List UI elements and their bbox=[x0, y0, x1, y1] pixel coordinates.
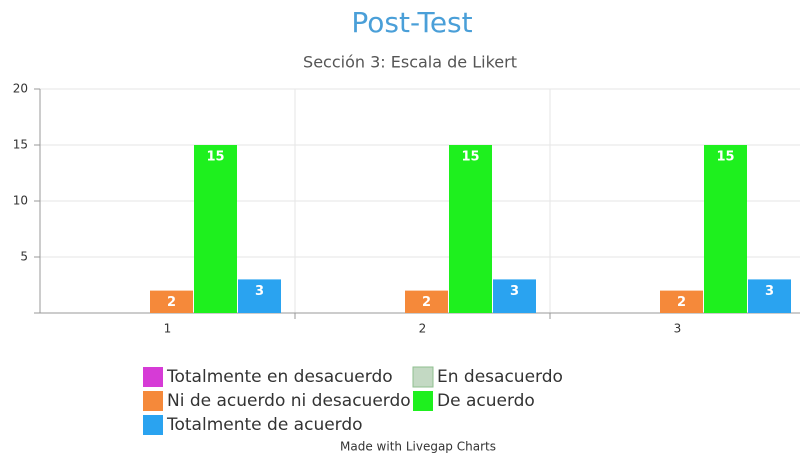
bar bbox=[449, 145, 492, 313]
data-label: 2 bbox=[167, 295, 176, 310]
legend-label: Ni de acuerdo ni desacuerdo bbox=[167, 391, 411, 411]
data-label: 2 bbox=[422, 295, 431, 310]
bar bbox=[660, 290, 703, 313]
data-label: 3 bbox=[765, 284, 774, 299]
data-label: 3 bbox=[510, 284, 519, 299]
y-tick-label: 5 bbox=[20, 250, 28, 264]
bar bbox=[704, 145, 747, 313]
y-tick-label: 15 bbox=[13, 138, 28, 152]
data-label: 15 bbox=[206, 150, 224, 165]
legend-swatch bbox=[412, 366, 434, 388]
chart-subtitle: Sección 3: Escala de Likert bbox=[303, 53, 517, 72]
bar bbox=[405, 290, 448, 313]
legend-swatch bbox=[143, 367, 163, 387]
y-tick-label: 20 bbox=[13, 82, 28, 96]
bar bbox=[194, 145, 237, 313]
x-tick-label: 2 bbox=[419, 322, 427, 336]
legend-label: De acuerdo bbox=[437, 391, 535, 411]
y-tick-label: 10 bbox=[13, 194, 28, 208]
data-label: 15 bbox=[461, 150, 479, 165]
legend-label: Totalmente de acuerdo bbox=[166, 415, 363, 435]
x-tick-label: 1 bbox=[164, 322, 172, 336]
legend-swatch bbox=[143, 415, 163, 435]
bar bbox=[238, 279, 281, 313]
bar bbox=[150, 290, 193, 313]
chart-title: Post-Test bbox=[351, 6, 472, 39]
x-tick-label: 3 bbox=[674, 322, 682, 336]
legend-swatch bbox=[143, 391, 163, 411]
bar bbox=[748, 279, 791, 313]
legend-label: Totalmente en desacuerdo bbox=[166, 367, 393, 387]
bar bbox=[493, 279, 536, 313]
footer: Made with Livegap Charts bbox=[340, 440, 496, 454]
data-label: 3 bbox=[255, 284, 264, 299]
legend-label: En desacuerdo bbox=[437, 367, 563, 387]
data-label: 15 bbox=[716, 150, 734, 165]
data-label: 2 bbox=[677, 295, 686, 310]
legend-swatch bbox=[413, 391, 433, 411]
